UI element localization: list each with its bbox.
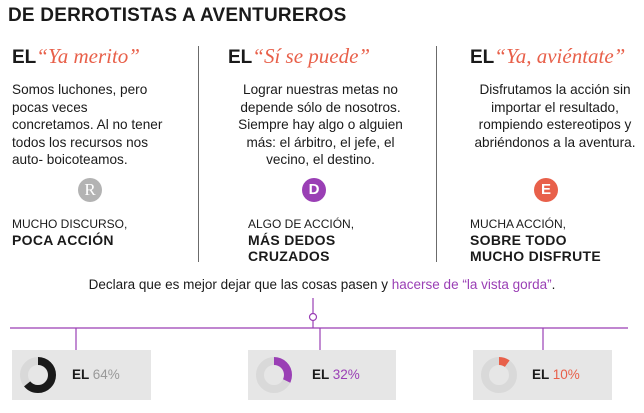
heading-quote: “Sí se puede” — [252, 44, 371, 68]
profile-summary: MUCHO DISCURSO, POCA ACCIÓN — [12, 216, 127, 248]
stat-value: 10% — [552, 367, 580, 382]
note-text: Declara que es mejor dejar que las cosas… — [88, 277, 392, 292]
profile-heading: EL“Ya merito” — [12, 44, 192, 69]
summary-strong-line1: MÁS DEDOS — [248, 232, 336, 248]
column-divider — [198, 46, 199, 262]
profile-heading: EL“Sí se puede” — [228, 44, 413, 69]
profile-description: Somos luchones, pero pocas veces concret… — [12, 82, 163, 167]
heading-prefix: EL — [12, 47, 37, 68]
stat-label: EL 64% — [72, 367, 120, 382]
r-badge-icon: R — [78, 178, 102, 202]
heading-prefix: EL — [228, 47, 253, 68]
page-title: DE DERROTISTAS A AVENTUREROS — [8, 5, 347, 26]
heading-quote: “Ya, aviéntate” — [494, 44, 626, 68]
donut-arc — [256, 357, 292, 393]
profile-summary: MUCHA ACCIÓN, SOBRE TODO MUCHO DISFRUTE — [470, 216, 601, 264]
heading-prefix: EL — [470, 47, 495, 68]
profile-summary: ALGO DE ACCIÓN, MÁS DEDOS CRUZADOS — [248, 216, 354, 264]
stat-prefix: EL — [532, 367, 550, 382]
summary-strong: POCA ACCIÓN — [12, 232, 114, 248]
profile-column-ya-avientate: EL“Ya, aviéntate” Disfrutamos la acción … — [470, 44, 640, 264]
profile-column-si-se-puede: EL“Sí se puede” Lograr nuestras metas no… — [228, 44, 413, 264]
donut-base — [481, 357, 517, 393]
stat-box-ya-merito: EL 64% — [12, 350, 151, 400]
donut-chart-icon — [481, 357, 517, 393]
stat-value: 64% — [92, 367, 120, 382]
stat-box-si-se-puede: EL 32% — [248, 350, 396, 400]
donut-chart-icon — [256, 357, 292, 393]
stat-prefix: EL — [72, 367, 90, 382]
note-highlight: hacerse de “la vista gorda” — [391, 277, 552, 292]
summary-strong-line2: CRUZADOS — [248, 248, 330, 264]
note-end: . — [551, 277, 556, 292]
summary-strong-line2: MUCHO DISFRUTE — [470, 248, 601, 264]
connector-node — [308, 312, 318, 322]
profile-description: Disfrutamos la acción sin importar el re… — [474, 82, 636, 150]
summary-strong-line1: SOBRE TODO — [470, 232, 567, 248]
donut-chart-icon — [20, 357, 56, 393]
stat-box-ya-avientate: EL 10% — [473, 350, 612, 400]
stat-label: EL 32% — [312, 367, 360, 382]
profile-heading: EL“Ya, aviéntate” — [470, 44, 640, 69]
profile-description: Lograr nuestras metas no depende sólo de… — [238, 82, 403, 167]
profile-column-ya-merito: EL“Ya merito” Somos luchones, pero pocas… — [12, 44, 192, 248]
stat-label: EL 10% — [532, 367, 580, 382]
stat-value: 32% — [332, 367, 360, 382]
heading-quote: “Ya merito” — [36, 44, 140, 68]
stat-prefix: EL — [312, 367, 330, 382]
summary-note: Declara que es mejor dejar que las cosas… — [0, 277, 644, 292]
donut-arc — [20, 357, 56, 393]
donut-arc — [481, 357, 517, 393]
summary-small: ALGO DE ACCIÓN, — [248, 217, 355, 231]
column-divider — [436, 46, 437, 262]
summary-small: MUCHO DISCURSO, — [12, 217, 128, 231]
summary-small: MUCHA ACCIÓN, — [470, 217, 567, 231]
d-badge-icon: D — [302, 178, 326, 202]
e-badge-icon: E — [534, 178, 558, 202]
